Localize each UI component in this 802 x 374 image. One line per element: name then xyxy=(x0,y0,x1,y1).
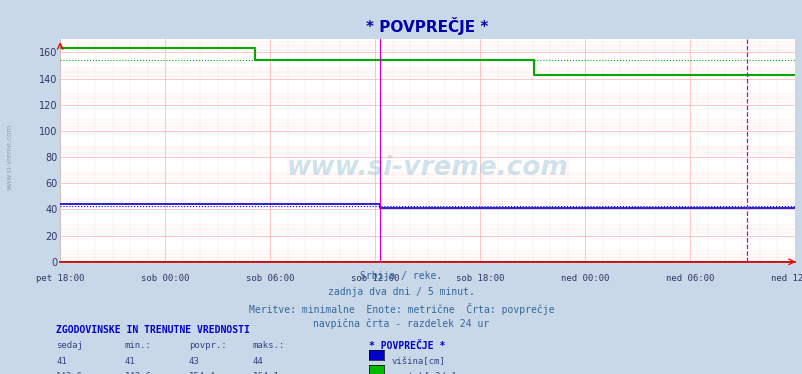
Text: navpična črta - razdelek 24 ur: navpična črta - razdelek 24 ur xyxy=(313,318,489,329)
Text: zadnja dva dni / 5 minut.: zadnja dva dni / 5 minut. xyxy=(328,287,474,297)
Text: sob 00:00: sob 00:00 xyxy=(141,274,189,283)
Text: Srbija / reke.: Srbija / reke. xyxy=(360,271,442,281)
Text: 43: 43 xyxy=(188,357,199,366)
Text: min.:: min.: xyxy=(124,341,151,350)
Text: 44: 44 xyxy=(253,357,263,366)
Text: 41: 41 xyxy=(124,357,135,366)
Text: ned 00:00: ned 00:00 xyxy=(560,274,609,283)
Text: www.si-vreme.com: www.si-vreme.com xyxy=(286,155,568,181)
Text: 164,1: 164,1 xyxy=(253,372,279,374)
Text: 41: 41 xyxy=(56,357,67,366)
Text: višina[cm]: višina[cm] xyxy=(391,357,445,366)
Text: ned 06:00: ned 06:00 xyxy=(665,274,713,283)
Text: Meritve: minimalne  Enote: metrične  Črta: povprečje: Meritve: minimalne Enote: metrične Črta:… xyxy=(249,303,553,315)
Title: * POVPREČJE *: * POVPREČJE * xyxy=(366,17,488,35)
Text: * POVPREČJE *: * POVPREČJE * xyxy=(369,341,445,351)
Text: maks.:: maks.: xyxy=(253,341,285,350)
Text: ZGODOVINSKE IN TRENUTNE VREDNOSTI: ZGODOVINSKE IN TRENUTNE VREDNOSTI xyxy=(56,325,249,335)
Text: ned 12:00: ned 12:00 xyxy=(770,274,802,283)
Text: sob 06:00: sob 06:00 xyxy=(245,274,294,283)
Text: povpr.:: povpr.: xyxy=(188,341,226,350)
Text: sedaj: sedaj xyxy=(56,341,83,350)
Text: sob 12:00: sob 12:00 xyxy=(350,274,399,283)
Text: pretok[m3/s]: pretok[m3/s] xyxy=(391,372,456,374)
Text: sob 18:00: sob 18:00 xyxy=(456,274,504,283)
Text: www.si-vreme.com: www.si-vreme.com xyxy=(6,124,12,190)
Text: 143,6: 143,6 xyxy=(56,372,83,374)
Text: pet 18:00: pet 18:00 xyxy=(36,274,84,283)
Text: 143,6: 143,6 xyxy=(124,372,151,374)
Text: 154,4: 154,4 xyxy=(188,372,215,374)
